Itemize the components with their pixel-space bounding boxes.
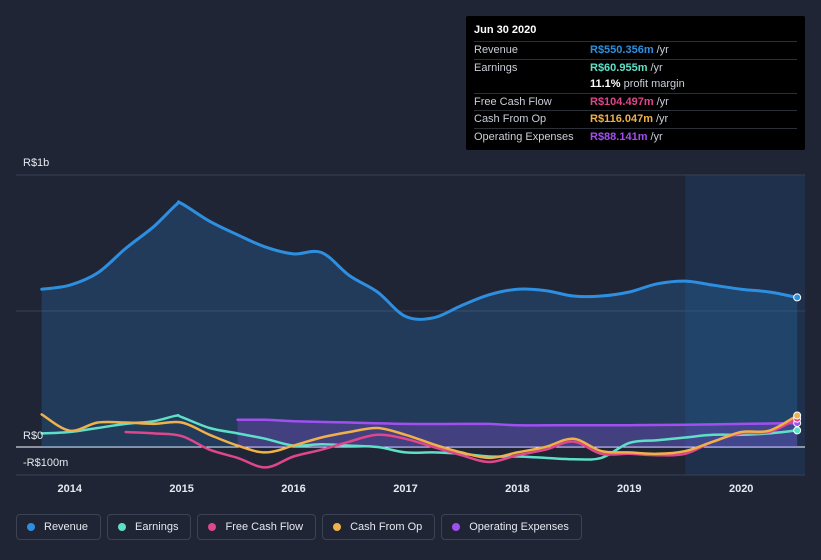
legend-dot-icon <box>208 523 217 531</box>
tooltip-row-earnings: Earnings R$60.955m /yr <box>474 58 797 77</box>
legend-label: Revenue <box>44 521 89 533</box>
legend-label: Operating Expenses <box>469 521 569 533</box>
tooltip-unit: /yr <box>656 113 669 126</box>
series-line-earnings <box>40 414 799 461</box>
tooltip-unit: /yr <box>656 95 669 108</box>
legend-item-free-cash-flow[interactable]: Free Cash Flow <box>197 514 317 540</box>
tooltip-value: R$550.356m <box>590 44 654 57</box>
tooltip-panel: Jun 30 2020 Revenue R$550.356m /yr Earni… <box>466 16 805 150</box>
tooltip-row-operating-expenses: Operating Expenses R$88.141m /yr <box>474 127 797 146</box>
series-line-operating-expenses <box>236 418 799 427</box>
legend-item-operating-expenses[interactable]: Operating Expenses <box>441 514 582 540</box>
legend-label: Free Cash Flow <box>225 521 304 533</box>
end-point-cash-from-op <box>793 411 802 420</box>
x-tick-label: 2016 <box>281 483 305 495</box>
y-tick-label-zero: R$0 <box>23 430 43 442</box>
legend-dot-icon <box>118 523 127 531</box>
tooltip-unit: /yr <box>656 44 669 57</box>
tooltip-date: Jun 30 2020 <box>474 24 537 36</box>
legend-dot-icon <box>27 523 35 531</box>
tooltip-unit: /yr <box>650 130 663 143</box>
tooltip-row-revenue: Revenue R$550.356m /yr <box>474 41 797 59</box>
legend-item-cash-from-op[interactable]: Cash From Op <box>322 514 436 540</box>
chart-legend: Revenue Earnings Free Cash Flow Cash Fro… <box>16 514 582 542</box>
legend-item-revenue[interactable]: Revenue <box>16 514 102 540</box>
y-tick-label-bottom: -R$100m <box>23 457 68 469</box>
tooltip-value: R$88.141m <box>590 130 648 143</box>
tooltip-value: R$104.497m <box>590 95 654 108</box>
series-line-cash-from-op <box>40 413 799 460</box>
tooltip-row-cash-from-op: Cash From Op R$116.047m /yr <box>474 110 797 128</box>
legend-label: Cash From Op <box>350 521 423 533</box>
legend-dot-icon <box>452 523 461 531</box>
tooltip-value: 11.1% <box>590 78 621 91</box>
tooltip-unit: profit margin <box>623 78 685 91</box>
series-line-revenue <box>40 200 799 321</box>
tooltip-row-free-cash-flow: Free Cash Flow R$104.497m /yr <box>474 92 797 111</box>
x-tick-label: 2018 <box>505 483 529 495</box>
financial-chart: R$1b R$0 -R$100m 2014 2015 2016 2017 2018 201… <box>16 157 805 495</box>
tooltip-label: Free Cash Flow <box>474 95 552 108</box>
tooltip-unit: /yr <box>650 61 663 74</box>
tooltip-label: Earnings <box>474 61 518 74</box>
x-tick-label: 2014 <box>57 483 82 495</box>
tooltip-value: R$116.047m <box>590 113 653 126</box>
series-line-free-cash-flow <box>124 417 799 469</box>
x-tick-label: 2017 <box>393 483 417 495</box>
tooltip-label: Cash From Op <box>474 113 547 126</box>
tooltip-value: R$60.955m <box>590 61 648 74</box>
x-tick-label: 2019 <box>617 483 641 495</box>
end-point-earnings <box>793 426 802 435</box>
tooltip-label: Revenue <box>474 44 519 57</box>
tooltip-row-profit-margin: 11.1% profit margin <box>474 76 797 93</box>
legend-item-earnings[interactable]: Earnings <box>107 514 192 540</box>
y-tick-label-top: R$1b <box>23 157 49 169</box>
tooltip-label: Operating Expenses <box>474 130 574 143</box>
x-tick-label: 2020 <box>729 483 753 495</box>
end-point-revenue <box>793 293 802 302</box>
area-revenue <box>41 201 798 447</box>
x-tick-label: 2015 <box>169 483 193 495</box>
legend-dot-icon <box>333 523 342 531</box>
legend-label: Earnings <box>135 521 179 533</box>
